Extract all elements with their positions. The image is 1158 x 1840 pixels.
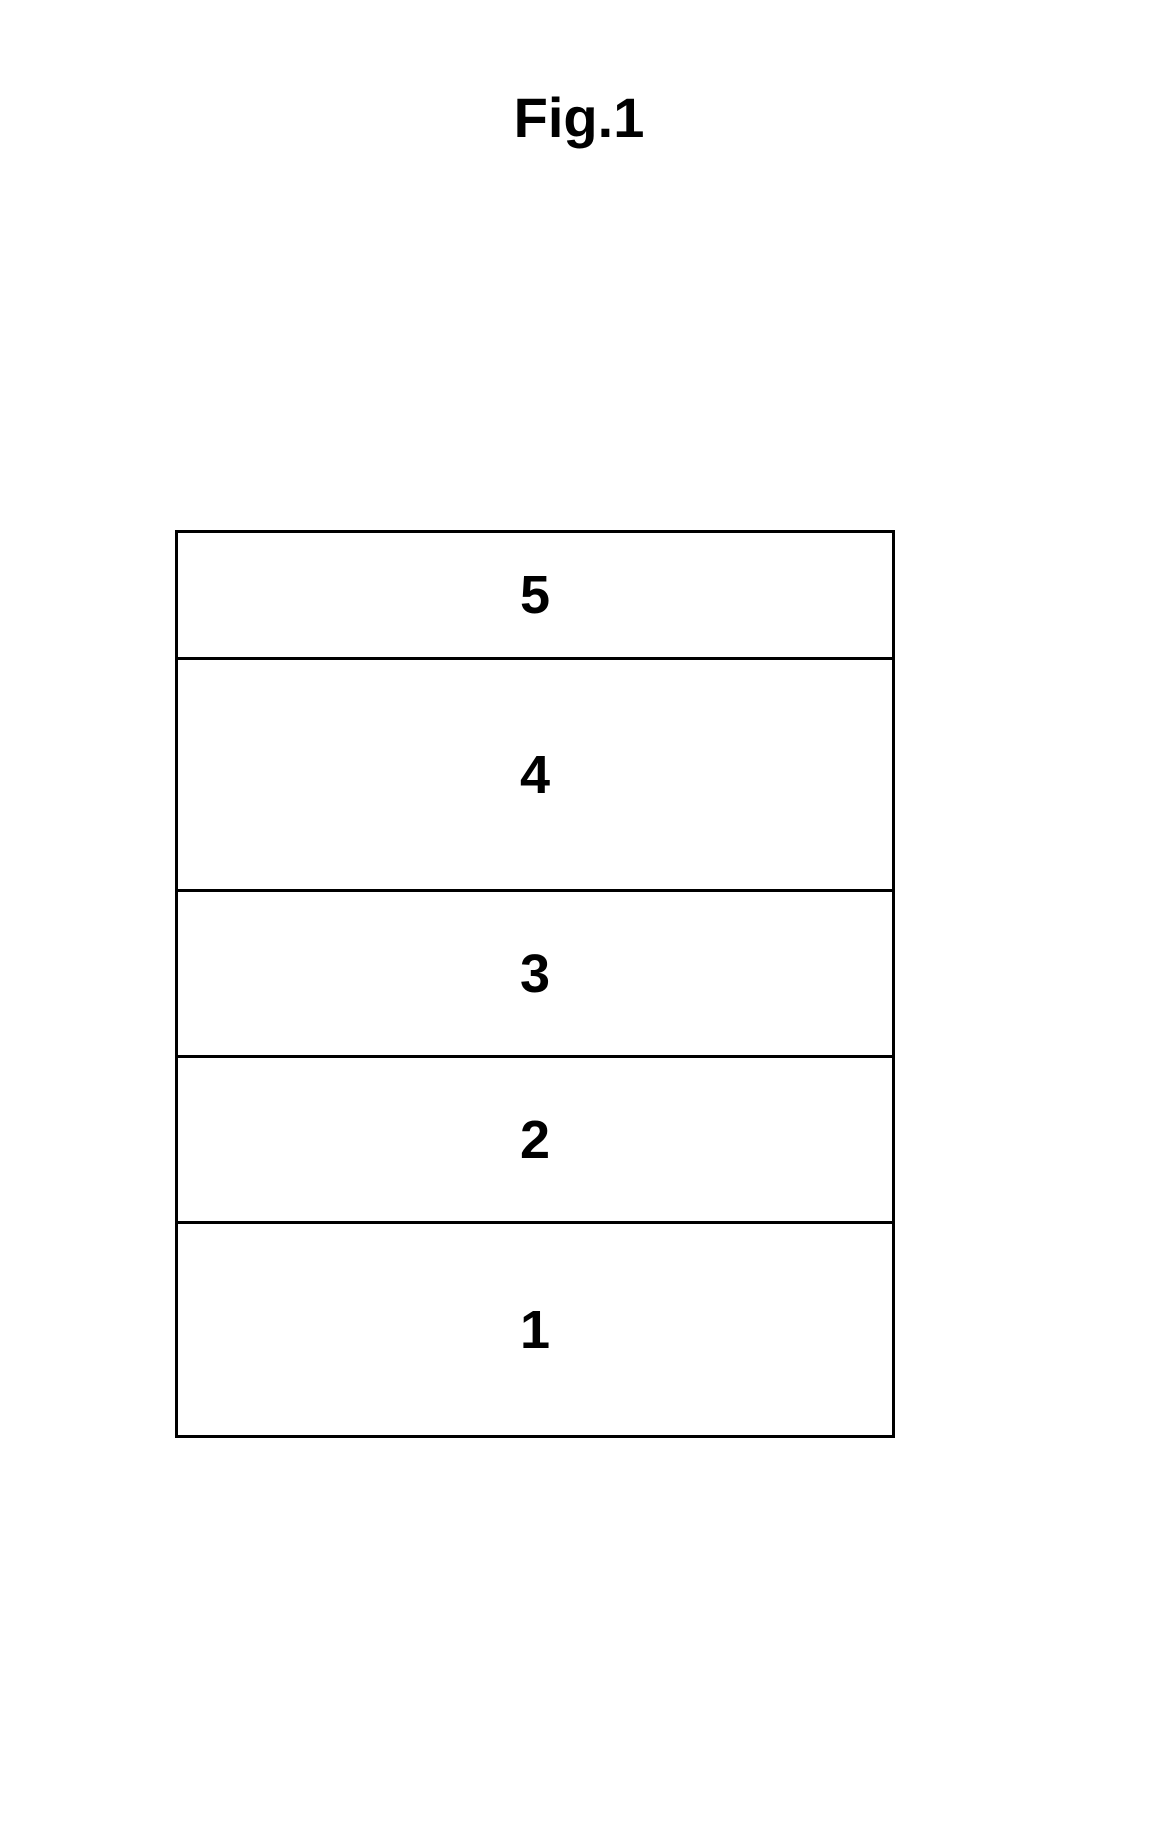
layer-2: 2 [178, 1055, 892, 1221]
layer-5: 5 [178, 533, 892, 657]
layer-label: 5 [520, 564, 550, 626]
layer-stack-diagram: 1 2 3 4 5 [175, 530, 895, 1438]
figure-title: Fig.1 [0, 85, 1158, 150]
layer-label: 4 [520, 744, 550, 806]
layer-label: 3 [520, 943, 550, 1005]
layer-3: 3 [178, 889, 892, 1055]
layer-label: 2 [520, 1109, 550, 1171]
layer-4: 4 [178, 657, 892, 889]
layer-label: 1 [520, 1299, 550, 1361]
layer-1: 1 [178, 1221, 892, 1435]
